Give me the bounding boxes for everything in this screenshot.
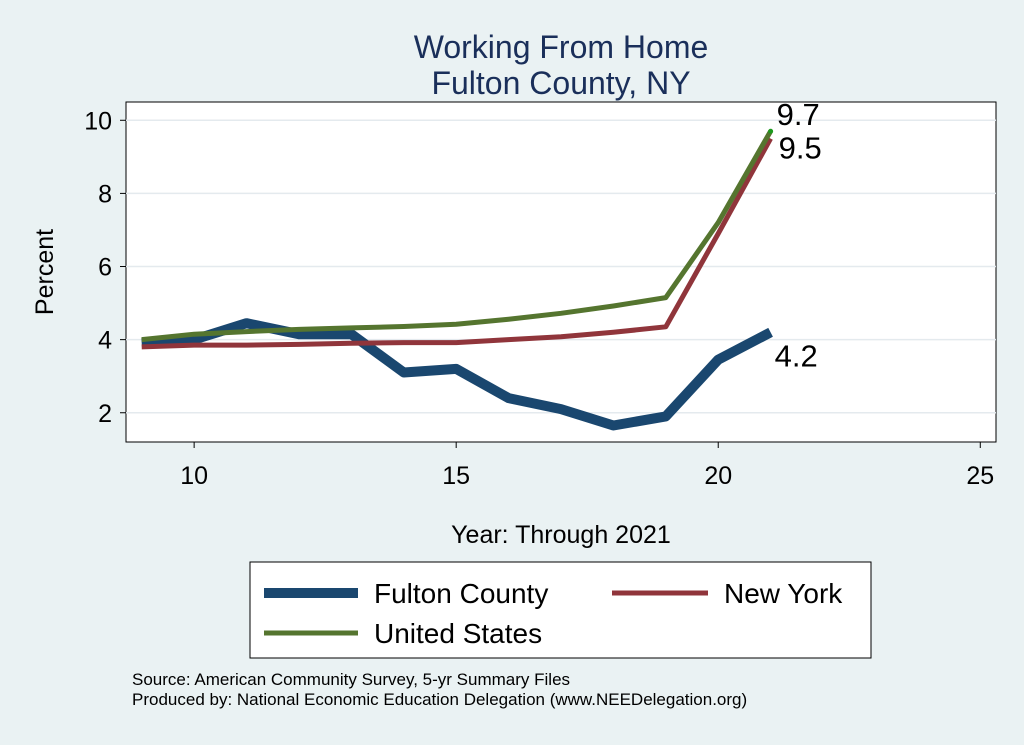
series-end-marker bbox=[768, 128, 774, 134]
series-line-new-york bbox=[141, 137, 773, 350]
legend-label-united-states: United States bbox=[374, 618, 542, 649]
legend-label-fulton: Fulton County bbox=[374, 578, 548, 609]
axis-layer: 2 4 6 8 10 10 15 20 25 bbox=[84, 107, 994, 490]
x-tick-label: 10 bbox=[180, 462, 208, 490]
produced-by-text: Produced by: National Economic Education… bbox=[132, 690, 748, 709]
x-axis-label: Year: Through 2021 bbox=[451, 521, 671, 549]
x-tick-label: 15 bbox=[442, 462, 470, 490]
y-tick-label: 8 bbox=[98, 180, 112, 208]
end-label-fulton-county: 4.2 bbox=[775, 338, 818, 373]
x-tick-label: 25 bbox=[966, 462, 994, 490]
legend-box bbox=[249, 561, 872, 659]
end-label-new-york: 9.5 bbox=[779, 131, 822, 166]
grid-layer bbox=[126, 119, 996, 414]
y-tick-label: 10 bbox=[84, 107, 112, 135]
plot-area bbox=[125, 101, 997, 443]
label-layer: 4.2 9.59.7 bbox=[775, 97, 822, 373]
end-label-united-states: 9.7 bbox=[777, 97, 820, 132]
chart-subtitle: Fulton County, NY bbox=[431, 65, 690, 101]
chart-title: Working From Home bbox=[414, 29, 709, 65]
series-layer bbox=[141, 128, 774, 431]
y-tick-label: 6 bbox=[98, 254, 112, 282]
source-text: Source: American Community Survey, 5-yr … bbox=[132, 670, 571, 689]
legend-label-new-york: New York bbox=[724, 578, 843, 609]
series-line-united-states bbox=[141, 129, 773, 343]
y-axis-label: Percent bbox=[31, 229, 59, 315]
series-line-fulton-county bbox=[141, 318, 773, 431]
y-tick-label: 2 bbox=[98, 400, 112, 428]
x-tick-label: 20 bbox=[704, 462, 732, 490]
legend: Fulton County New York United States bbox=[249, 561, 872, 659]
source-notes: Source: American Community Survey, 5-yr … bbox=[132, 670, 747, 710]
y-tick-label: 4 bbox=[98, 327, 112, 355]
